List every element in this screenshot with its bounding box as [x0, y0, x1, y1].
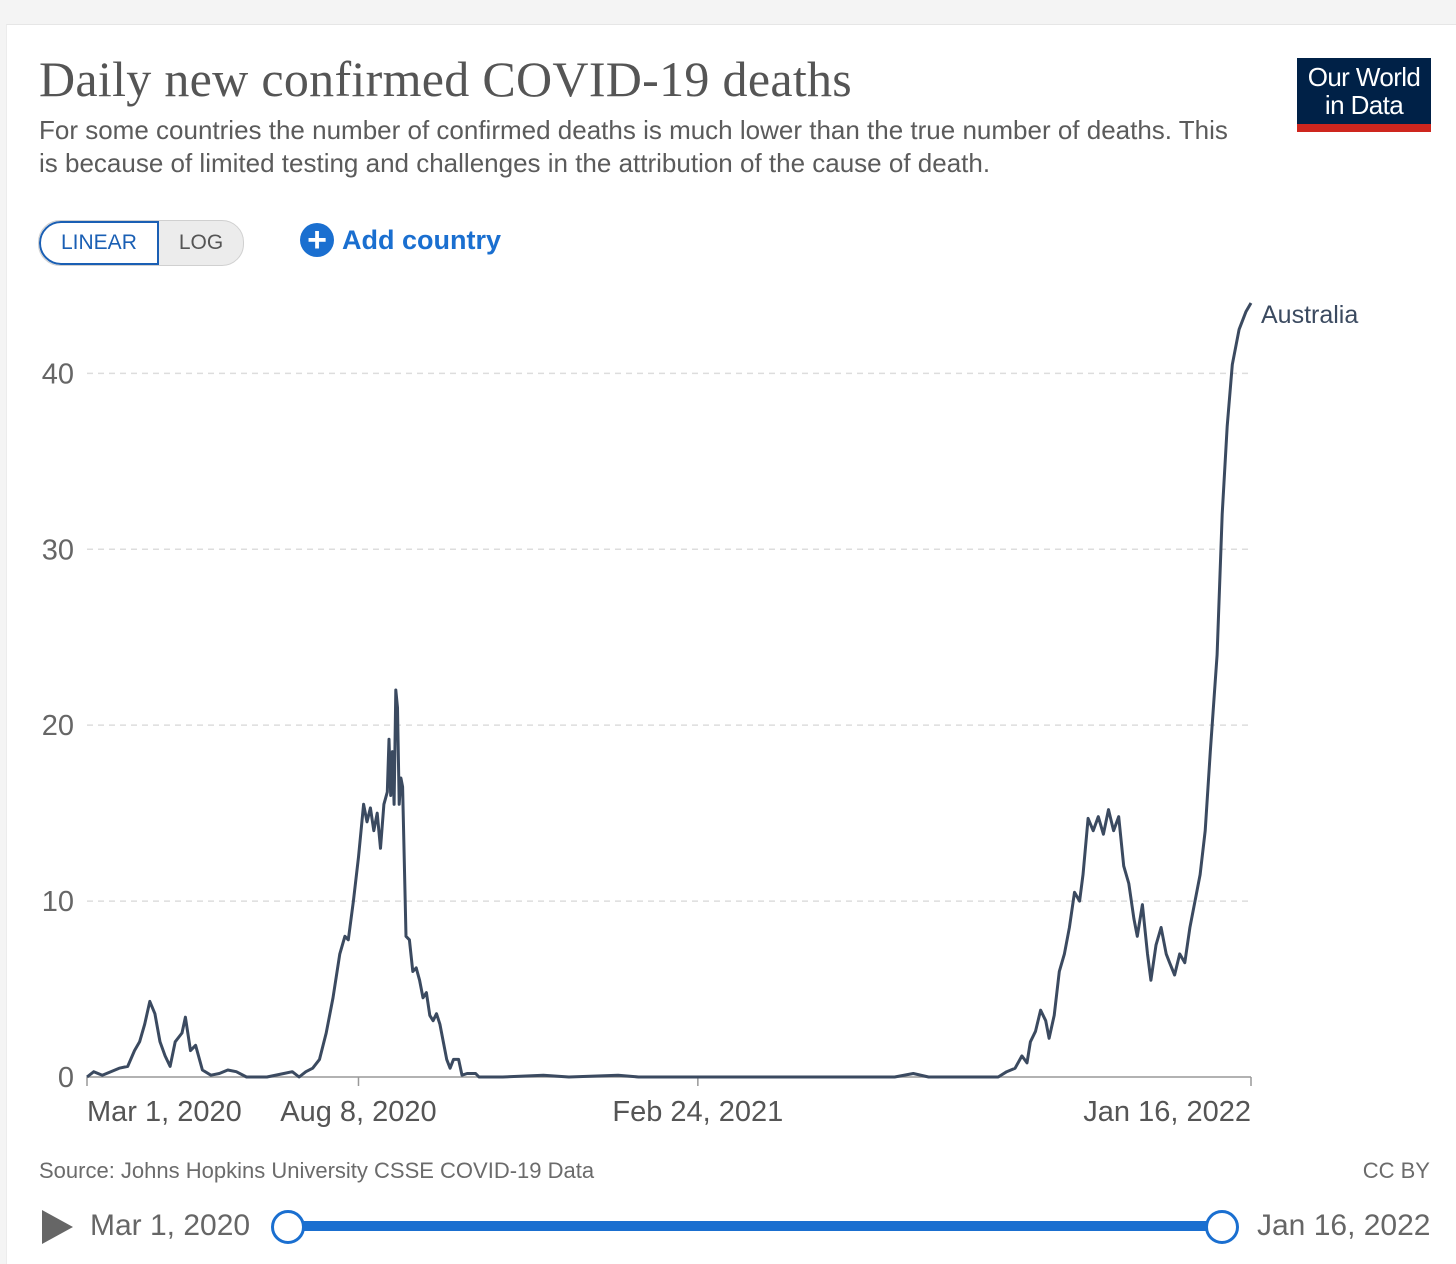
timeline-track[interactable] — [287, 1221, 1222, 1231]
x-axis: Mar 1, 2020 Aug 8, 2020 Feb 24, 2021 Jan 16… — [86, 1076, 1252, 1128]
add-country-button[interactable]: + Add country — [300, 220, 501, 260]
x-tick-label-0: Mar 1, 2020 — [87, 1096, 242, 1128]
y-tick-label-10: 10 — [42, 886, 74, 918]
timeline-start-label: Mar 1, 2020 — [90, 1209, 251, 1242]
scale-toggle: LINEAR LOG — [38, 220, 245, 266]
chart-card — [6, 24, 1456, 1264]
timeline-end-label: Jan 16, 2022 — [1257, 1209, 1431, 1242]
y-tick-label-0: 0 — [58, 1062, 74, 1094]
x-tick-label-3: Jan 16, 2022 — [1083, 1096, 1251, 1128]
plus-icon: + — [300, 223, 334, 257]
timeline-start-handle[interactable] — [271, 1210, 305, 1244]
y-axis: 0 10 20 30 40 — [42, 358, 74, 1094]
logo-line-1: Our World — [1307, 62, 1421, 92]
chart-title: Daily new confirmed COVID-19 deaths — [39, 51, 853, 107]
series-line-0[interactable] — [86, 302, 1253, 1079]
source-note[interactable]: Source: Johns Hopkins University CSSE CO… — [39, 1158, 595, 1183]
x-tick-label-1: Aug 8, 2020 — [280, 1096, 436, 1128]
y-tick-label-30: 30 — [42, 534, 74, 566]
log-scale-button[interactable]: LOG — [159, 221, 243, 265]
y-tick-label-40: 40 — [42, 358, 74, 390]
timeline-end-handle[interactable] — [1205, 1210, 1239, 1244]
series-label-0[interactable]: Australia — [1261, 301, 1358, 329]
license-link[interactable]: CC BY — [1362, 1158, 1430, 1183]
add-country-label: Add country — [342, 224, 501, 255]
series-layer: Australia — [86, 301, 1358, 1079]
play-icon[interactable] — [42, 1210, 73, 1244]
y-tick-label-20: 20 — [42, 710, 74, 742]
chart-subtitle: For some countries the number of confirm… — [39, 115, 1228, 178]
linear-scale-button[interactable]: LINEAR — [39, 221, 159, 265]
grid-lines — [87, 372, 1251, 902]
logo-line-2: in Data — [1324, 90, 1404, 120]
owid-logo[interactable]: Our World in Data — [1297, 58, 1431, 132]
x-tick-label-2: Feb 24, 2021 — [612, 1096, 783, 1128]
